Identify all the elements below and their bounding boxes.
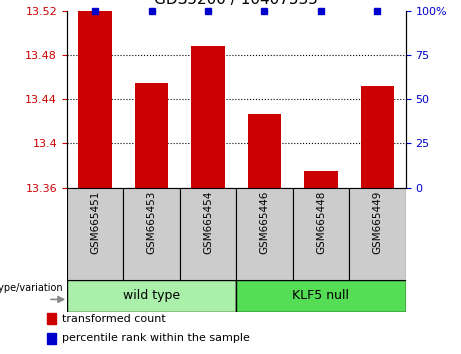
Text: GSM665453: GSM665453 [147, 190, 157, 254]
Text: percentile rank within the sample: percentile rank within the sample [62, 333, 250, 343]
Bar [47, 314, 56, 324]
Bar [123, 188, 180, 280]
Bar [236, 188, 293, 280]
Text: wild type: wild type [123, 289, 180, 302]
Text: GSM665449: GSM665449 [372, 190, 383, 254]
Bar [293, 188, 349, 280]
Bar [304, 171, 338, 188]
Bar [78, 10, 112, 188]
Bar [361, 86, 394, 188]
Bar [67, 188, 123, 280]
Text: GSM665446: GSM665446 [260, 190, 270, 254]
Bar [349, 188, 406, 280]
Bar [67, 280, 236, 312]
Bar [191, 46, 225, 188]
Text: genotype/variation: genotype/variation [0, 283, 64, 293]
Bar [135, 82, 168, 188]
Text: GSM665454: GSM665454 [203, 190, 213, 254]
Bar [47, 333, 56, 344]
Text: KLF5 null: KLF5 null [292, 289, 349, 302]
Title: GDS5200 / 10407535: GDS5200 / 10407535 [154, 0, 318, 7]
Text: transformed count: transformed count [62, 314, 165, 324]
Bar [236, 280, 406, 312]
Bar [180, 188, 236, 280]
Text: GSM665448: GSM665448 [316, 190, 326, 254]
Text: GSM665451: GSM665451 [90, 190, 100, 254]
Bar [248, 114, 281, 188]
